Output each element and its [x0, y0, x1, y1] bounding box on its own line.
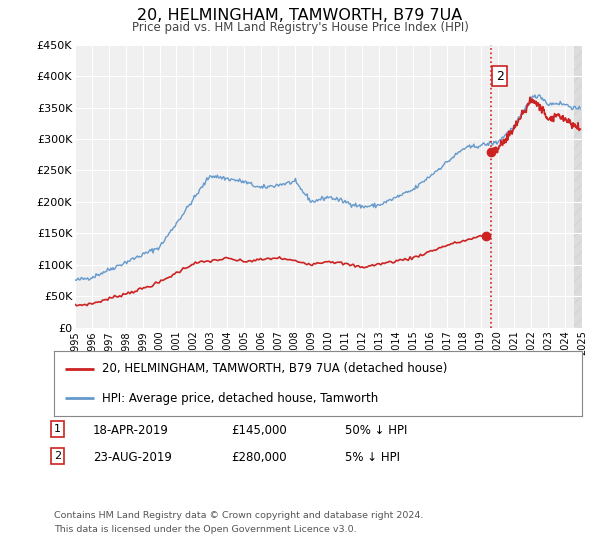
Text: Contains HM Land Registry data © Crown copyright and database right 2024.: Contains HM Land Registry data © Crown c… [54, 511, 424, 520]
Text: 23-AUG-2019: 23-AUG-2019 [93, 451, 172, 464]
Text: 5% ↓ HPI: 5% ↓ HPI [345, 451, 400, 464]
Bar [574, 45, 582, 328]
Text: 2: 2 [496, 70, 503, 83]
Text: 20, HELMINGHAM, TAMWORTH, B79 7UA (detached house): 20, HELMINGHAM, TAMWORTH, B79 7UA (detac… [101, 362, 447, 375]
Text: HPI: Average price, detached house, Tamworth: HPI: Average price, detached house, Tamw… [101, 391, 378, 405]
Text: £145,000: £145,000 [231, 424, 287, 437]
Text: Price paid vs. HM Land Registry's House Price Index (HPI): Price paid vs. HM Land Registry's House … [131, 21, 469, 34]
Text: £280,000: £280,000 [231, 451, 287, 464]
Text: 2: 2 [54, 451, 61, 461]
Text: This data is licensed under the Open Government Licence v3.0.: This data is licensed under the Open Gov… [54, 525, 356, 534]
Text: 50% ↓ HPI: 50% ↓ HPI [345, 424, 407, 437]
Text: 18-APR-2019: 18-APR-2019 [93, 424, 169, 437]
Text: 1: 1 [54, 424, 61, 434]
Text: 20, HELMINGHAM, TAMWORTH, B79 7UA: 20, HELMINGHAM, TAMWORTH, B79 7UA [137, 8, 463, 24]
